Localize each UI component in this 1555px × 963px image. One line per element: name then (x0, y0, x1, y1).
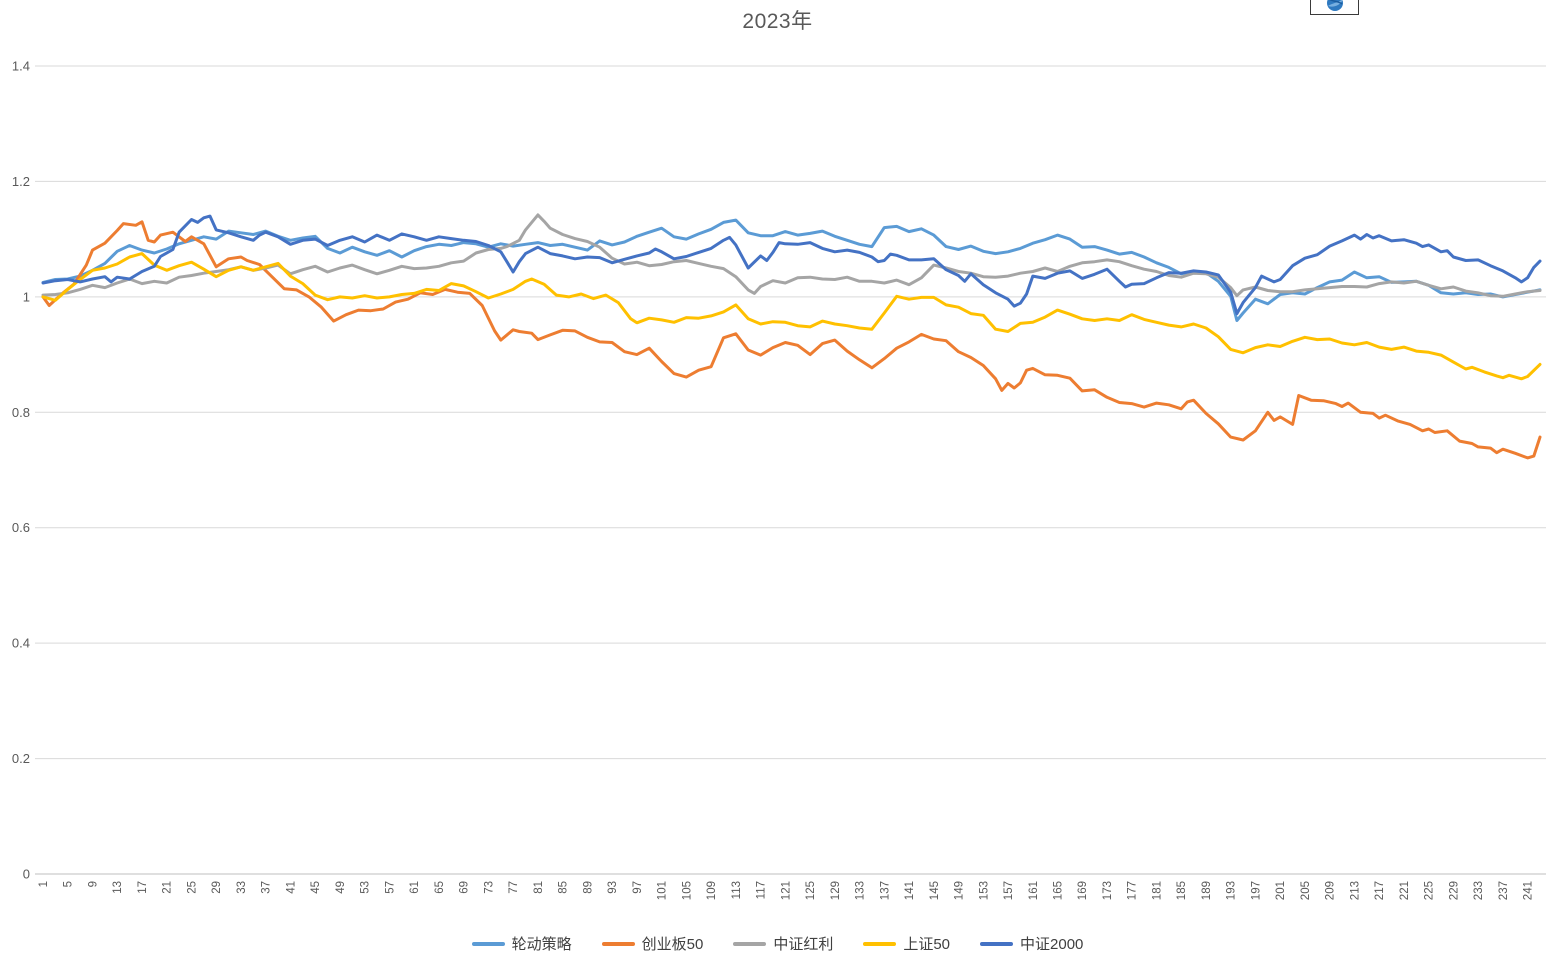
series-line-上证50[interactable] (41, 252, 1542, 381)
x-axis-tick-label: 13 (112, 881, 124, 894)
legend-item-csi-dividend[interactable]: 中证红利 (733, 933, 833, 954)
x-axis-tick-label: 81 (533, 881, 545, 894)
x-axis-tick-label: 57 (384, 881, 396, 894)
x-axis-tick-label: 85 (558, 881, 570, 894)
legend-label: 轮动策略 (511, 936, 572, 953)
legend-swatch-line (733, 941, 767, 946)
x-axis-tick-label: 149 (954, 881, 966, 900)
x-axis-tick-label: 53 (360, 881, 372, 894)
x-axis-tick-label: 113 (731, 881, 743, 899)
x-axis-tick-label: 217 (1374, 881, 1386, 900)
x-axis-tick-label: 185 (1176, 881, 1188, 900)
legend-label: 上证50 (903, 936, 951, 953)
x-axis-tick-label: 1 (38, 881, 50, 887)
legend-item-sse50[interactable]: 上证50 (863, 933, 950, 954)
embedded-logo-icon (1326, 0, 1343, 11)
x-axis-tick-label: 25 (186, 881, 198, 894)
x-axis-tick-label: 73 (483, 881, 495, 894)
x-axis-tick-label: 157 (1003, 881, 1015, 900)
x-axis-tick-label: 205 (1300, 881, 1312, 900)
x-axis-tick-label: 29 (211, 881, 223, 894)
x-axis-tick-label: 145 (929, 881, 941, 900)
x-axis-tick-label: 169 (1077, 881, 1089, 900)
y-axis-tick-label: 1.2 (12, 174, 30, 189)
x-axis-tick-label: 105 (681, 881, 693, 900)
legend-swatch-line (980, 941, 1014, 946)
legend-item-csi2000[interactable]: 中证2000 (980, 933, 1083, 954)
x-axis-tick-label: 77 (508, 881, 520, 894)
x-axis-tick-label: 45 (310, 881, 322, 894)
x-axis-tick-label: 41 (285, 881, 297, 894)
legend-item-chinext50[interactable]: 创业板50 (601, 933, 704, 954)
x-axis-tick-label: 209 (1325, 881, 1337, 900)
x-axis-tick-label: 5 (63, 881, 75, 887)
y-axis-tick-label: 1.4 (12, 59, 30, 74)
legend-item-rotation-strategy[interactable]: 轮动策略 (471, 933, 572, 954)
embedded-logo-box[interactable] (1310, 0, 1359, 15)
x-axis-tick-label: 201 (1275, 881, 1287, 900)
x-axis-tick-label: 33 (236, 881, 248, 894)
legend-swatch-line (601, 941, 635, 946)
x-axis-tick-label: 65 (434, 881, 446, 894)
y-axis-tick-label: 0.8 (12, 405, 30, 420)
legend-label: 创业板50 (641, 936, 704, 953)
legend-label: 中证2000 (1020, 936, 1084, 953)
legend-label: 中证红利 (773, 936, 834, 953)
y-axis-tick-label: 0.4 (12, 636, 30, 651)
x-axis-tick-label: 17 (137, 881, 149, 894)
x-axis-tick-label: 93 (607, 881, 619, 894)
x-axis-tick-label: 9 (87, 881, 99, 887)
x-axis-tick-label: 213 (1349, 881, 1361, 900)
x-axis-tick-label: 61 (409, 881, 421, 894)
x-axis-tick-label: 137 (879, 881, 891, 900)
y-axis-tick-label: 0.2 (12, 751, 30, 766)
x-axis-tick-label: 241 (1523, 881, 1535, 900)
x-axis-tick-label: 69 (459, 881, 471, 894)
x-axis-tick-label: 237 (1498, 881, 1510, 900)
x-axis-tick-label: 125 (805, 881, 817, 900)
x-axis-tick-label: 173 (1102, 881, 1114, 900)
x-axis-tick-label: 181 (1151, 881, 1163, 900)
x-axis-tick-label: 117 (756, 881, 768, 899)
x-axis-tick-label: 153 (978, 881, 990, 900)
x-axis-tick-label: 197 (1250, 881, 1262, 900)
x-axis-tick-label: 49 (335, 881, 347, 894)
series-line-创业板50[interactable] (41, 220, 1542, 460)
x-axis-tick-label: 133 (855, 881, 867, 900)
series-line-轮动策略[interactable] (41, 218, 1542, 322)
x-axis-tick-label: 21 (162, 881, 174, 894)
x-axis-tick-label: 121 (780, 881, 792, 900)
y-axis-tick-label: 0.6 (12, 520, 30, 535)
x-axis-tick-label: 141 (904, 881, 916, 900)
x-axis-tick-label: 193 (1226, 881, 1238, 900)
x-axis-tick-label: 225 (1424, 881, 1436, 900)
legend-swatch-line (471, 941, 505, 946)
x-axis-tick-label: 189 (1201, 881, 1213, 900)
x-axis-tick-label: 37 (261, 881, 273, 894)
x-axis-tick-label: 109 (706, 881, 718, 900)
x-axis-tick-label: 165 (1052, 881, 1064, 900)
series-line-中证红利[interactable] (41, 213, 1542, 298)
y-axis-tick-label: 0 (23, 867, 30, 882)
y-axis-tick-label: 1 (23, 289, 30, 304)
x-axis-tick-label: 221 (1399, 881, 1411, 900)
legend: 轮动策略 创业板50 中证红利 上证50 中证2000 (0, 933, 1555, 954)
x-axis-tick-label: 89 (582, 881, 594, 894)
chart-title: 2023年 (742, 10, 813, 33)
x-axis-tick-label: 101 (657, 881, 669, 900)
x-axis-tick-label: 229 (1448, 881, 1460, 900)
x-axis-tick-label: 177 (1127, 881, 1139, 900)
x-axis-tick-label: 97 (632, 881, 644, 894)
legend-swatch-line (863, 941, 897, 946)
x-axis-tick-label: 161 (1028, 881, 1040, 900)
x-axis-tick-label: 233 (1473, 881, 1485, 900)
x-axis-tick-label: 129 (830, 881, 842, 900)
series-line-中证2000[interactable] (41, 214, 1542, 316)
